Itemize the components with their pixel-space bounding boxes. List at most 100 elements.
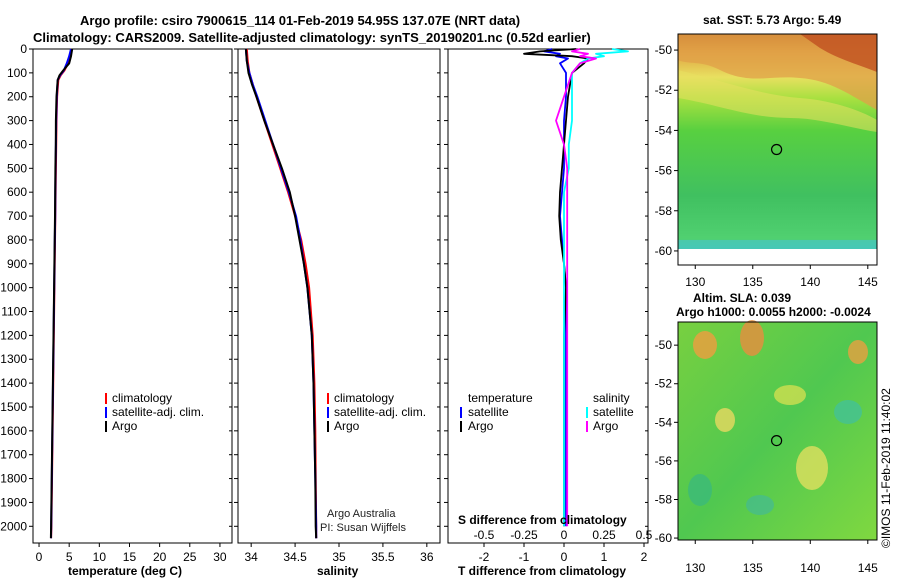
x-top-tick-label: 0.5 — [636, 528, 653, 542]
map-y-tick-label: -56 — [655, 164, 673, 178]
sla-map-field — [678, 322, 877, 540]
sla-map-blob — [746, 495, 774, 515]
sla-map-blob — [693, 331, 717, 359]
y-tick-label: 600 — [7, 185, 27, 199]
difference-xlabel: T difference from climatology — [458, 564, 626, 578]
difference-legend: temperature satellite Argo salinity sate… — [460, 391, 634, 433]
y-tick-label: 1900 — [0, 495, 27, 509]
legend-climatology-label: climatology — [334, 391, 394, 405]
y-tick-label: 500 — [7, 161, 27, 175]
x-tick-label: 35.5 — [371, 550, 395, 564]
legend-satellite-label: satellite-adj. clim. — [334, 405, 426, 419]
y-tick-label: 1000 — [0, 281, 27, 295]
y-tick-label: 1100 — [1, 305, 27, 319]
sla-map-frame — [677, 321, 878, 541]
sla-map-blob — [715, 408, 735, 432]
y-tick-label: 1800 — [0, 472, 27, 486]
x-tick-label: 2 — [641, 550, 648, 564]
difference-panel: -2 -1 0 1 2 -0.5 -0.25 0 0.25 0.5 temperature sat… — [444, 48, 653, 578]
map-y-tick-label: -54 — [655, 123, 673, 137]
map-y-tick-label: -58 — [655, 492, 673, 506]
map-x-tick-label: 145 — [858, 275, 878, 289]
temperature-panel: 0100200300400500600700800900100011001200… — [0, 42, 233, 578]
sla-map-title-1: Altim. SLA: 0.039 — [693, 291, 791, 305]
sst-map-panel: sat. SST: 5.73 Argo: 5.49 130 135 140 145 -5… — [655, 13, 878, 289]
x-tick-label: 34 — [244, 550, 258, 564]
legend-s-argo-label: Argo — [593, 419, 619, 433]
sst-map-ticks: 130 135 140 145 -50 -52 -54 -56 -58 -60 — [655, 43, 878, 289]
x-tick-label: 20 — [153, 550, 167, 564]
y-tick-label: 400 — [7, 137, 27, 151]
salinity-legend: climatology satellite-adj. clim. Argo — [327, 391, 426, 433]
x-tick-label: 25 — [183, 550, 197, 564]
salinity-xlabel: salinity — [317, 564, 359, 578]
difference-lines — [523, 48, 629, 527]
map-y-tick-label: -54 — [655, 415, 673, 429]
y-tick-label: 900 — [7, 257, 27, 271]
header-line2: Climatology: CARS2009. Satellite-adjuste… — [33, 30, 591, 45]
map-y-tick-label: -56 — [655, 454, 673, 468]
sla-map-argo-marker — [770, 435, 783, 447]
x-top-tick-label: 0 — [561, 528, 568, 542]
map-x-tick-label: 130 — [685, 275, 705, 289]
x-tick-label: 34.5 — [283, 550, 307, 564]
legend-t-satellite-label: satellite — [468, 405, 509, 419]
sst-map-hot-corner — [800, 34, 877, 72]
difference-top-xlabel: S difference from climatology — [458, 513, 627, 527]
annotation-pi: PI: Susan Wijffels — [320, 522, 406, 534]
temperature-lines — [49, 48, 74, 539]
series-line-argo — [49, 48, 74, 539]
y-tick-label: 1700 — [0, 448, 27, 462]
map-y-tick-label: -58 — [655, 204, 673, 218]
sst-map-warm-patch — [678, 34, 877, 110]
series-line-salinity-argo — [555, 48, 597, 527]
x-top-tick-label: -0.5 — [474, 528, 495, 542]
sla-map-blob — [796, 446, 828, 490]
map-x-tick-label: 135 — [743, 561, 763, 575]
map-y-tick-label: -50 — [655, 43, 673, 57]
sla-map-ticks: 130 135 140 145 -50 -52 -54 -56 -58 -60 — [655, 338, 878, 575]
y-tick-label: 1400 — [0, 376, 27, 390]
x-top-tick-label: -0.25 — [510, 528, 538, 542]
x-tick-label: 35 — [332, 550, 346, 564]
y-tick-label: 200 — [7, 90, 27, 104]
y-tick-label: 300 — [7, 114, 27, 128]
y-tick-label: 1600 — [0, 424, 27, 438]
sst-map-blue-edge — [678, 240, 877, 249]
x-tick-label: -2 — [479, 550, 490, 564]
salinity-ticks: 34 34.5 35 35.5 36 — [234, 48, 440, 564]
y-tick-label: 700 — [7, 209, 27, 223]
map-x-tick-label: 130 — [685, 561, 705, 575]
y-tick-label: 1300 — [0, 352, 27, 366]
map-x-tick-label: 140 — [800, 275, 820, 289]
legend-salinity-title: salinity — [593, 391, 630, 405]
y-tick-label: 0 — [20, 42, 27, 56]
series-line-temperature-satellite — [543, 48, 569, 527]
temperature-legend: climatology satellite-adj. clim. Argo — [105, 391, 204, 433]
legend-s-satellite-label: satellite — [593, 405, 634, 419]
x-top-tick-label: 0.25 — [592, 528, 616, 542]
map-y-tick-label: -50 — [655, 338, 673, 352]
x-tick-label: 15 — [123, 550, 137, 564]
annotation-argo-australia: Argo Australia — [327, 508, 396, 520]
sst-map-argo-marker — [770, 143, 783, 156]
x-tick-label: 5 — [66, 550, 73, 564]
legend-satellite-label: satellite-adj. clim. — [112, 405, 204, 419]
sla-map-panel: Altim. SLA: 0.039 Argo h1000: 0.0055 h20… — [655, 291, 878, 575]
legend-temperature-title: temperature — [468, 391, 533, 405]
map-x-tick-label: 140 — [800, 561, 820, 575]
legend-argo-label: Argo — [112, 419, 138, 433]
map-y-tick-label: -60 — [655, 531, 673, 545]
y-tick-label: 800 — [7, 233, 27, 247]
map-x-tick-label: 135 — [743, 275, 763, 289]
salinity-panel: 34 34.5 35 35.5 36 climatology satellite-adj… — [234, 48, 441, 578]
x-tick-label: 0 — [36, 550, 43, 564]
map-y-tick-label: -60 — [655, 244, 673, 258]
sst-map-title: sat. SST: 5.73 Argo: 5.49 — [703, 13, 842, 27]
temperature-xlabel: temperature (deg C) — [68, 564, 182, 578]
legend-t-argo-label: Argo — [468, 419, 494, 433]
x-tick-label: 36 — [420, 550, 434, 564]
header-line1: Argo profile: csiro 7900615_114 01-Feb-2… — [80, 13, 520, 28]
x-tick-label: 30 — [213, 550, 227, 564]
